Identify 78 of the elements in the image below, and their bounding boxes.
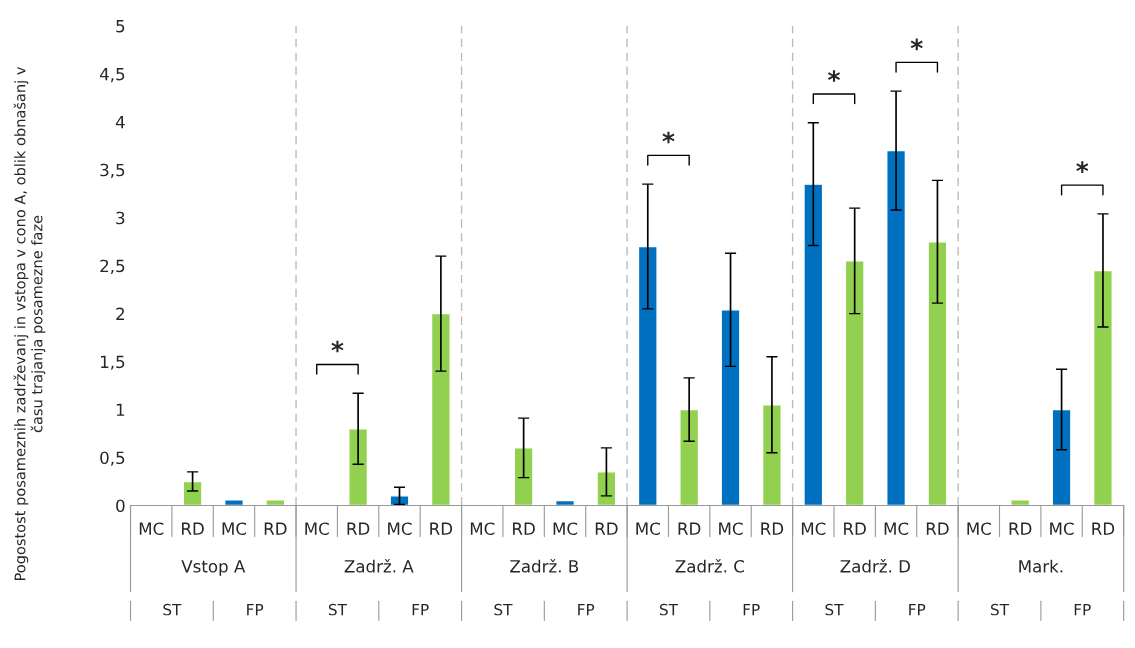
- x-tick-label: MC: [470, 522, 495, 536]
- bar: [720, 309, 741, 506]
- bar: [637, 245, 658, 506]
- x-tick-label: RD: [347, 522, 370, 535]
- text: Vstop A: [181, 560, 246, 576]
- text: ST: [825, 603, 844, 616]
- bar: [1092, 269, 1113, 506]
- x-tick-label: RD: [264, 522, 287, 535]
- text: FP: [1074, 604, 1091, 616]
- y-tick-label: 5: [116, 20, 125, 33]
- x-tick-label: MC: [139, 522, 164, 536]
- x-tick-label: MC: [884, 522, 909, 536]
- text: FP: [909, 604, 926, 616]
- bar: [223, 498, 244, 506]
- bar: [513, 447, 534, 506]
- text: FP: [412, 604, 429, 616]
- y-tick-label: 4: [115, 116, 125, 129]
- y-tick-label: 0,5: [100, 451, 125, 466]
- bar: [844, 260, 865, 506]
- x-tick-label: RD: [1092, 522, 1115, 535]
- y-tick-label: 3: [116, 211, 125, 225]
- text: FP: [247, 604, 264, 616]
- text: FP: [743, 604, 760, 616]
- annotation: *: [1076, 161, 1089, 173]
- text: ST: [328, 603, 347, 616]
- bar: [679, 408, 700, 506]
- bar: [927, 241, 948, 506]
- bar: [182, 480, 203, 506]
- bar: [886, 149, 907, 506]
- x-tick-label: MC: [801, 522, 826, 536]
- x-tick-label: RD: [513, 522, 535, 535]
- text: Zadrž. D: [840, 559, 911, 573]
- y-tick-label: 4,5: [99, 68, 125, 83]
- x-tick-label: MC: [305, 522, 329, 536]
- text: ST: [659, 603, 679, 616]
- bar: [1051, 408, 1072, 506]
- text: ST: [991, 603, 1010, 616]
- annotation: *: [827, 70, 841, 82]
- bar: [348, 428, 369, 506]
- x-tick-label: RD: [1009, 522, 1032, 535]
- text: FP: [578, 604, 595, 616]
- bar: [555, 499, 576, 506]
- bar: [430, 312, 451, 506]
- annotation: *: [662, 131, 675, 144]
- y-tick-label: 3,5: [100, 163, 125, 179]
- y-axis-title: Pogostost posameznih zadrževanj in vstopa v cono A, oblik obnašanj v času trajanja posamezne faze: [13, 66, 46, 581]
- x-tick-label: MC: [967, 522, 991, 536]
- x-tick-label: MC: [553, 522, 578, 536]
- bar: [803, 183, 824, 506]
- annotation: *: [331, 340, 344, 353]
- x-tick-label: RD: [430, 522, 453, 535]
- x-tick-label: MC: [636, 522, 660, 536]
- x-tick-label: RD: [761, 522, 784, 535]
- y-tick-label: 2: [116, 307, 124, 320]
- x-tick-label: MC: [388, 522, 412, 536]
- x-tick-label: RD: [182, 522, 204, 535]
- bar: [265, 498, 286, 506]
- y-tick-label: 1,5: [100, 355, 125, 370]
- y-tick-label: 0: [116, 499, 125, 513]
- bar: [596, 471, 617, 506]
- text: ST: [163, 603, 182, 616]
- text: Mark.: [1019, 559, 1063, 573]
- x-tick-label: RD: [926, 522, 949, 535]
- text: ST: [494, 603, 513, 616]
- annotation: *: [910, 38, 923, 51]
- text: Zadrž. B: [510, 559, 579, 573]
- bar: [1010, 498, 1031, 506]
- x-tick-label: MC: [1050, 522, 1074, 536]
- y-tick-label: 1: [116, 403, 125, 416]
- x-tick-label: RD: [844, 522, 866, 535]
- x-tick-label: RD: [595, 522, 618, 535]
- text: Zadrž. C: [675, 559, 744, 573]
- x-tick-label: MC: [222, 522, 247, 536]
- y-tick-label: 2,5: [100, 259, 125, 274]
- text: Zadrž. A: [344, 559, 414, 573]
- x-tick-label: MC: [719, 522, 743, 536]
- x-tick-label: RD: [678, 522, 701, 535]
- bar: [761, 404, 782, 506]
